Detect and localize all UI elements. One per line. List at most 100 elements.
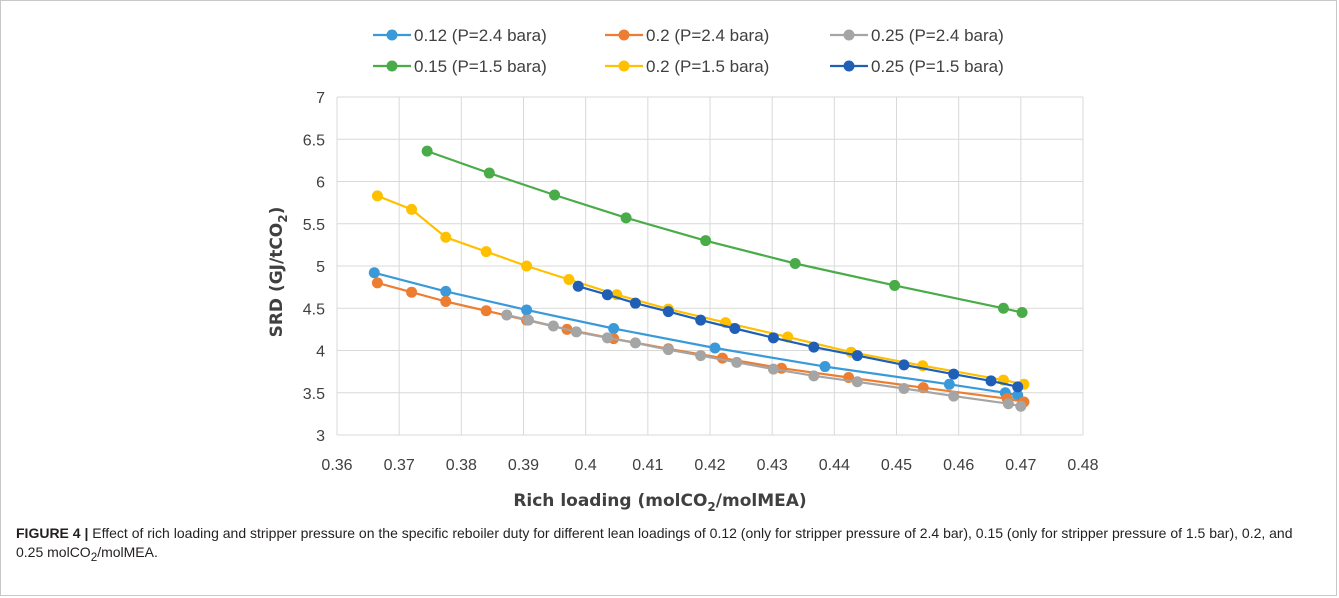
data-point xyxy=(629,297,641,309)
caption-subscript: 2 xyxy=(90,550,98,564)
legend-marker xyxy=(843,29,855,41)
y-axis-title: SRD (GJ/tCO2) xyxy=(267,207,290,338)
caption-text-end: /molMEA. xyxy=(97,544,158,560)
data-point xyxy=(695,350,707,362)
gridlines xyxy=(336,96,1084,436)
legend-label: 0.25 (P=1.5 bara) xyxy=(871,57,1004,76)
series-group xyxy=(501,309,1027,412)
x-tick-label: 0.39 xyxy=(508,457,539,474)
x-tick-label: 0.41 xyxy=(632,457,663,474)
figure-caption: FIGURE 4 | Effect of rich loading and st… xyxy=(16,524,1316,567)
data-point xyxy=(1016,306,1028,318)
data-point xyxy=(501,309,513,321)
series-line xyxy=(506,313,1022,408)
x-axis-ticks: 0.36 0.37 0.38 0.39 0.4 0.41 0.42 0.43 0.44 0.45 0… xyxy=(321,457,1098,474)
legend-label: 0.2 (P=1.5 bara) xyxy=(646,57,769,76)
caption-text: Effect of rich loading and stripper pres… xyxy=(16,525,1293,560)
legend-marker xyxy=(386,60,398,72)
data-point xyxy=(767,332,779,344)
data-point xyxy=(563,274,575,286)
data-point xyxy=(521,304,533,316)
data-point xyxy=(440,231,452,243)
legend-label: 0.2 (P=2.4 bara) xyxy=(646,26,769,45)
data-point xyxy=(709,342,721,354)
y-tick-label: 3.5 xyxy=(303,386,325,403)
x-axis-title-end: /molMEA) xyxy=(716,491,807,511)
y-axis-title-main: SRD (GJ/tCO xyxy=(267,223,287,338)
data-point xyxy=(662,306,674,318)
legend-marker xyxy=(618,60,630,72)
x-tick-label: 0.44 xyxy=(819,457,850,474)
data-point xyxy=(483,167,495,179)
data-point xyxy=(368,267,380,279)
data-point xyxy=(572,280,584,292)
data-point xyxy=(898,383,910,395)
legend-item: 0.25 (P=2.4 bara) xyxy=(830,26,1004,45)
data-point xyxy=(767,363,779,375)
legend-marker xyxy=(386,29,398,41)
x-axis-title-subscript: 2 xyxy=(707,500,715,514)
legend-marker xyxy=(843,60,855,72)
data-point xyxy=(601,332,613,344)
y-tick-label: 5 xyxy=(316,259,325,276)
data-point xyxy=(851,376,863,388)
data-point xyxy=(608,323,620,335)
series-group xyxy=(368,267,1024,401)
data-point xyxy=(601,289,613,301)
data-point xyxy=(440,285,452,297)
data-point xyxy=(1015,400,1027,412)
x-tick-label: 0.48 xyxy=(1067,457,1098,474)
data-point xyxy=(985,375,997,387)
legend-item: 0.15 (P=1.5 bara) xyxy=(373,57,547,76)
data-point xyxy=(1002,398,1014,410)
x-tick-label: 0.42 xyxy=(694,457,725,474)
legend-marker xyxy=(618,29,630,41)
data-point xyxy=(629,337,641,349)
data-point xyxy=(371,190,383,202)
x-tick-label: 0.38 xyxy=(446,457,477,474)
x-tick-label: 0.45 xyxy=(881,457,912,474)
x-tick-label: 0.47 xyxy=(1005,457,1036,474)
data-point xyxy=(570,326,582,338)
data-point xyxy=(948,390,960,402)
legend-label: 0.12 (P=2.4 bara) xyxy=(414,26,547,45)
data-point xyxy=(406,286,418,298)
data-point xyxy=(851,350,863,362)
series-line xyxy=(376,194,1025,386)
series-line xyxy=(426,150,1023,314)
x-tick-label: 0.46 xyxy=(943,457,974,474)
data-point xyxy=(522,314,534,326)
data-point xyxy=(889,279,901,291)
y-axis-title-subscript: 2 xyxy=(276,214,290,222)
x-axis-title-main: Rich loading (molCO xyxy=(513,491,707,511)
data-point xyxy=(789,257,801,269)
y-tick-label: 4 xyxy=(316,344,325,361)
caption-label: FIGURE 4 | xyxy=(16,525,89,541)
series-group xyxy=(421,145,1028,318)
data-point xyxy=(521,260,533,272)
data-point xyxy=(997,302,1009,314)
x-axis-title: Rich loading (molCO2/molMEA) xyxy=(513,491,806,514)
data-point xyxy=(421,145,433,157)
legend-label: 0.15 (P=1.5 bara) xyxy=(414,57,547,76)
data-point xyxy=(662,344,674,356)
data-point xyxy=(1012,381,1024,393)
data-point xyxy=(695,314,707,326)
y-tick-label: 6.5 xyxy=(303,132,325,149)
series-layer xyxy=(368,145,1030,412)
data-point xyxy=(898,359,910,371)
data-point xyxy=(808,341,820,353)
series-group xyxy=(572,280,1024,393)
data-point xyxy=(547,320,559,332)
data-point xyxy=(620,212,632,224)
srd-line-chart: 0.36 0.37 0.38 0.39 0.4 0.41 0.42 0.43 0.44 0.45 0… xyxy=(267,26,1099,514)
data-point xyxy=(406,203,418,215)
x-tick-label: 0.36 xyxy=(321,457,352,474)
data-point xyxy=(549,189,561,201)
legend-item: 0.2 (P=1.5 bara) xyxy=(605,57,769,76)
data-point xyxy=(480,246,492,258)
legend-item: 0.12 (P=2.4 bara) xyxy=(373,26,547,45)
x-tick-label: 0.37 xyxy=(384,457,415,474)
legend-label: 0.25 (P=2.4 bara) xyxy=(871,26,1004,45)
